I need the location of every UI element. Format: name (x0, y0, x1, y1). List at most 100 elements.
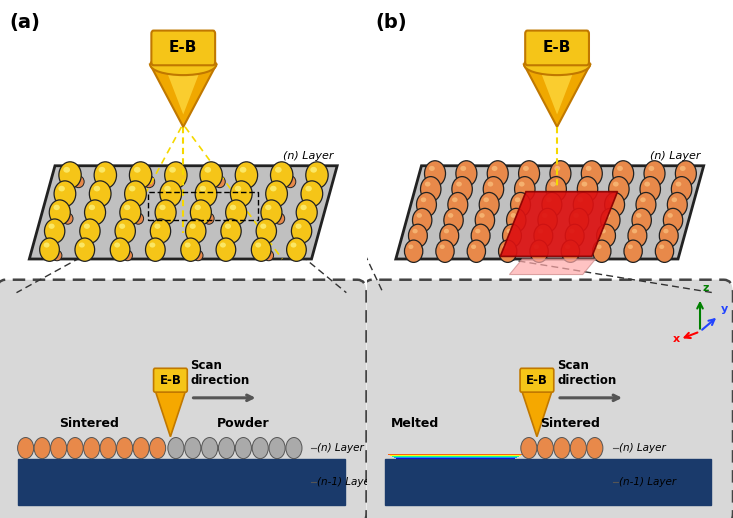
Ellipse shape (286, 438, 302, 458)
Ellipse shape (40, 238, 59, 261)
Ellipse shape (235, 438, 251, 458)
Ellipse shape (676, 182, 682, 186)
Ellipse shape (578, 197, 583, 202)
Ellipse shape (649, 166, 655, 171)
Ellipse shape (310, 167, 317, 172)
Ellipse shape (134, 167, 141, 172)
Ellipse shape (537, 438, 553, 458)
Ellipse shape (181, 238, 200, 261)
Ellipse shape (644, 161, 665, 186)
Ellipse shape (54, 181, 75, 207)
Ellipse shape (94, 186, 100, 192)
Ellipse shape (613, 182, 619, 186)
Ellipse shape (67, 438, 83, 458)
Ellipse shape (216, 238, 236, 261)
Ellipse shape (190, 224, 196, 229)
Ellipse shape (99, 167, 106, 172)
FancyBboxPatch shape (388, 454, 523, 455)
Ellipse shape (146, 238, 165, 261)
FancyBboxPatch shape (397, 458, 515, 459)
Ellipse shape (640, 197, 646, 202)
Ellipse shape (63, 167, 70, 172)
Ellipse shape (270, 162, 293, 189)
Ellipse shape (252, 438, 268, 458)
Ellipse shape (185, 242, 191, 248)
Ellipse shape (628, 224, 647, 247)
Ellipse shape (663, 208, 682, 232)
Text: y: y (721, 304, 729, 314)
Ellipse shape (675, 161, 696, 186)
Ellipse shape (515, 197, 520, 202)
Ellipse shape (452, 177, 472, 202)
Text: Scan
direction: Scan direction (191, 359, 250, 387)
Text: (b): (b) (376, 13, 408, 32)
Ellipse shape (479, 213, 485, 218)
Ellipse shape (260, 224, 266, 229)
Text: Scan
direction: Scan direction (557, 359, 616, 387)
Text: E-B: E-B (543, 40, 571, 55)
Ellipse shape (436, 240, 454, 263)
Ellipse shape (565, 244, 570, 249)
Ellipse shape (150, 54, 216, 75)
Ellipse shape (448, 193, 468, 217)
Ellipse shape (424, 161, 446, 186)
Ellipse shape (467, 240, 485, 263)
Ellipse shape (306, 186, 312, 192)
Ellipse shape (122, 250, 133, 261)
Ellipse shape (546, 177, 567, 202)
Text: (n-1) Layer: (n-1) Layer (619, 477, 676, 487)
Ellipse shape (159, 205, 166, 210)
FancyBboxPatch shape (394, 457, 517, 458)
Ellipse shape (117, 438, 133, 458)
Ellipse shape (487, 161, 508, 186)
Text: (n) Layer: (n) Layer (317, 443, 364, 453)
FancyBboxPatch shape (526, 31, 589, 65)
Ellipse shape (284, 176, 296, 188)
Ellipse shape (597, 224, 616, 247)
Ellipse shape (507, 229, 512, 234)
Ellipse shape (185, 438, 201, 458)
Ellipse shape (119, 224, 125, 229)
Ellipse shape (502, 244, 507, 249)
Ellipse shape (54, 205, 60, 210)
Ellipse shape (597, 244, 602, 249)
Ellipse shape (475, 208, 495, 232)
Ellipse shape (655, 240, 674, 263)
Ellipse shape (114, 242, 120, 248)
Ellipse shape (600, 208, 620, 232)
Ellipse shape (617, 166, 623, 171)
Ellipse shape (200, 162, 222, 189)
Ellipse shape (150, 438, 166, 458)
Ellipse shape (440, 224, 459, 247)
Ellipse shape (194, 205, 201, 210)
Ellipse shape (538, 229, 543, 234)
Ellipse shape (483, 197, 489, 202)
FancyBboxPatch shape (390, 455, 521, 456)
Polygon shape (396, 166, 704, 259)
Ellipse shape (221, 219, 241, 243)
Ellipse shape (421, 197, 427, 202)
Ellipse shape (534, 224, 553, 247)
Ellipse shape (542, 213, 548, 218)
Ellipse shape (144, 176, 155, 188)
Ellipse shape (205, 167, 211, 172)
Ellipse shape (295, 224, 301, 229)
Ellipse shape (561, 240, 580, 263)
Ellipse shape (456, 182, 462, 186)
Ellipse shape (84, 224, 90, 229)
Ellipse shape (573, 193, 593, 217)
Polygon shape (165, 67, 202, 114)
Ellipse shape (168, 438, 184, 458)
Ellipse shape (408, 224, 427, 247)
Ellipse shape (133, 213, 144, 224)
Ellipse shape (586, 438, 603, 458)
Ellipse shape (659, 244, 664, 249)
Ellipse shape (94, 162, 117, 189)
Ellipse shape (150, 242, 155, 248)
Ellipse shape (492, 166, 498, 171)
Text: Powder: Powder (217, 417, 270, 430)
Ellipse shape (191, 200, 211, 225)
Ellipse shape (214, 176, 225, 188)
FancyBboxPatch shape (392, 456, 519, 457)
Ellipse shape (632, 229, 637, 234)
